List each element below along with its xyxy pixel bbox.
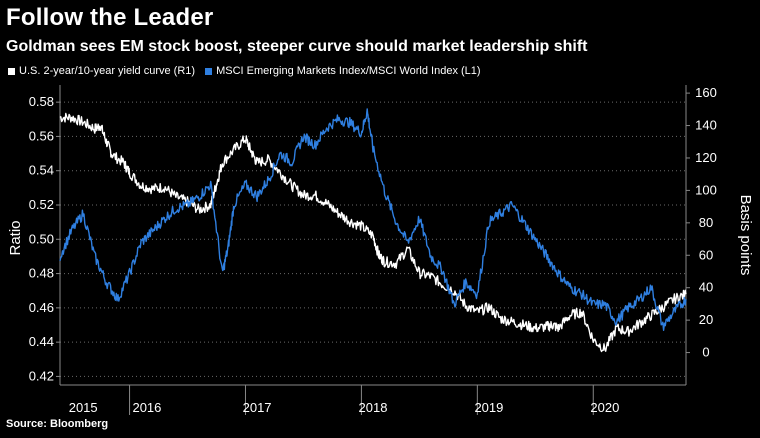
y-left-tick-label-5: 0.48 <box>29 266 54 281</box>
y-axis-left-ticks: 0.58 0.56 0.54 0.52 0.50 0.48 0.46 0.44 0.42 <box>29 94 60 383</box>
legend-swatch-white <box>8 67 15 75</box>
y-left-tick-label-8: 0.42 <box>29 368 54 383</box>
y-left-tick-label-3: 0.52 <box>29 197 54 212</box>
x-tick-label-2: 2017 <box>243 400 272 415</box>
legend-swatch-blue <box>205 67 213 75</box>
y-axis-right-title: Basis points <box>737 195 754 276</box>
legend-label-yield-curve: U.S. 2-year/10-year yield curve (R1) <box>19 65 196 77</box>
y-right-tick-label-4: 80 <box>699 215 713 230</box>
y-right-tick-label-1: 140 <box>695 118 717 133</box>
y-axis-left-title: Ratio <box>7 220 24 255</box>
y-left-tick-label-1: 0.56 <box>29 128 54 143</box>
y-right-tick-label-3: 100 <box>695 182 717 197</box>
x-tick-label-1: 2016 <box>132 400 161 415</box>
chart-subtitle: Goldman sees EM stock boost, steeper cur… <box>6 38 588 55</box>
x-tick-label-3: 2018 <box>359 400 388 415</box>
y-left-tick-label-7: 0.44 <box>29 334 54 349</box>
y-right-tick-label-2: 120 <box>695 150 717 165</box>
source-note: Source: Bloomberg <box>6 418 109 430</box>
series-lines <box>59 108 687 353</box>
x-tick-label-4: 2019 <box>474 400 503 415</box>
y-left-tick-label-2: 0.54 <box>29 163 54 178</box>
y-right-tick-label-6: 40 <box>699 280 713 295</box>
series-line-msci <box>59 108 687 331</box>
legend: U.S. 2-year/10-year yield curve (R1) MSC… <box>8 65 491 77</box>
y-left-tick-label-6: 0.46 <box>29 300 54 315</box>
legend-item-msci: MSCI Emerging Markets Index/MSCI World I… <box>205 65 481 77</box>
y-left-tick-label-0: 0.58 <box>29 94 54 109</box>
y-axis-right-ticks: 160 140 120 100 80 60 40 20 0 <box>686 85 717 360</box>
x-tick-label-0: 2015 <box>69 400 98 415</box>
x-tick-label-5: 2020 <box>590 400 619 415</box>
series-line-yield-curve <box>59 112 687 353</box>
y-right-tick-label-7: 20 <box>699 312 713 327</box>
x-axis: 2015 2016 2017 2018 2019 2020 <box>69 385 619 415</box>
y-right-tick-label-5: 60 <box>699 247 713 262</box>
y-right-tick-label-0: 160 <box>695 85 717 100</box>
legend-item-yield-curve: U.S. 2-year/10-year yield curve (R1) <box>8 65 195 77</box>
y-left-tick-label-4: 0.50 <box>29 231 54 246</box>
grid-lines <box>59 85 687 386</box>
y-right-tick-label-8: 0 <box>702 345 709 360</box>
chart-title: Follow the Leader <box>6 4 214 31</box>
legend-label-msci: MSCI Emerging Markets Index/MSCI World I… <box>216 65 481 77</box>
